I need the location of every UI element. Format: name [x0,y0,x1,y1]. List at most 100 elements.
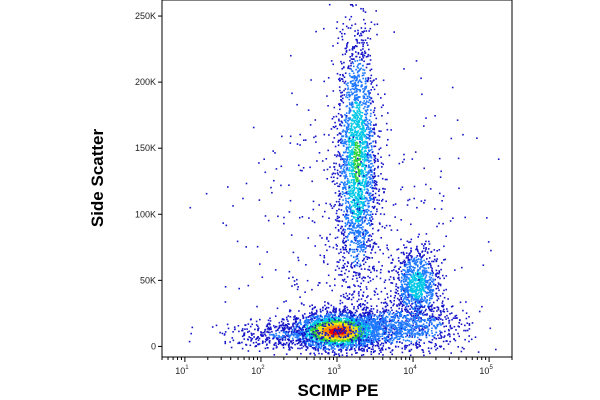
event-dot [342,241,344,243]
event-dot [346,183,348,185]
event-dot [333,106,336,109]
event-dot [315,333,318,335]
event-dot [386,247,388,249]
event-dot [350,91,353,93]
event-dot [425,267,427,270]
event-dot [369,339,371,342]
event-dot [352,261,355,264]
event-dot [299,322,302,324]
event-dot [362,119,364,122]
event-dot [354,271,356,273]
event-dot [341,100,343,102]
event-dot [354,335,356,338]
event-dot [342,242,345,244]
event-dot [362,39,364,42]
event-dot [353,193,356,195]
event-dot [352,293,354,295]
event-dot [341,35,343,38]
event-dot [358,63,360,65]
event-dot [343,278,346,281]
event-dot [344,320,347,322]
event-dot [352,75,354,78]
event-dot [354,84,356,87]
event-dot [309,314,312,317]
event-dot [351,132,354,134]
event-dot [350,228,353,230]
event-dot [421,256,424,258]
event-dot [370,68,373,71]
event-dot [362,88,364,90]
event-dot [319,323,321,325]
event-dot [341,73,344,76]
event-dot [345,50,348,52]
event-dot [369,195,372,198]
event-dot [353,224,355,226]
event-dot [371,146,373,148]
event-dot [341,335,343,337]
event-dot [373,172,376,174]
event-dot [412,302,414,305]
event-dot [348,49,351,51]
event-dot [364,147,366,149]
event-dot [344,181,346,184]
event-dot [345,136,347,138]
event-dot [372,246,374,249]
event-dot [354,142,357,144]
event-dot [372,111,375,114]
event-dot [294,343,296,346]
event-dot [406,266,408,269]
event-dot [345,25,348,28]
event-dot [353,251,356,253]
event-dot [345,205,348,208]
event-dot [369,27,372,30]
event-dot [340,325,343,327]
event-dot [349,154,352,156]
event-dot [358,318,360,321]
event-dot [342,80,344,83]
event-dot [363,100,365,102]
event-dot [368,101,370,103]
event-dot [314,323,317,325]
event-dot [367,324,369,327]
event-dot [304,337,306,340]
event-dot [335,335,338,337]
event-dot [364,247,367,250]
event-dot [357,243,359,246]
event-dot [329,314,332,316]
event-dot [352,226,354,228]
event-dot [382,188,384,190]
event-dot [363,202,365,205]
event-dot [373,79,375,81]
event-dot [362,231,365,234]
event-dot [365,66,368,69]
event-dot [362,249,365,251]
event-dot [370,171,373,173]
event-dot [338,163,341,166]
event-dot [363,317,366,320]
event-dot [350,127,353,129]
event-dot [341,220,344,223]
event-dot [352,275,355,277]
event-dot [341,354,344,356]
event-dot [363,161,366,163]
event-dot [353,160,356,163]
event-dot [331,323,333,326]
event-dot [344,202,347,204]
event-dot [341,122,344,124]
event-dot [350,332,352,335]
event-dot [358,145,361,147]
event-dot [327,315,330,318]
event-dot [335,318,337,320]
event-dot [311,335,314,337]
event-dot [334,353,336,355]
event-dot [377,166,379,169]
event-dot [349,118,352,121]
event-dot [312,342,314,344]
event-dot [356,122,359,125]
event-dot [369,153,372,156]
event-dot [369,59,372,61]
event-dot [347,331,349,334]
event-dot [350,254,353,257]
event-dot [364,52,367,54]
event-dot [364,336,366,339]
